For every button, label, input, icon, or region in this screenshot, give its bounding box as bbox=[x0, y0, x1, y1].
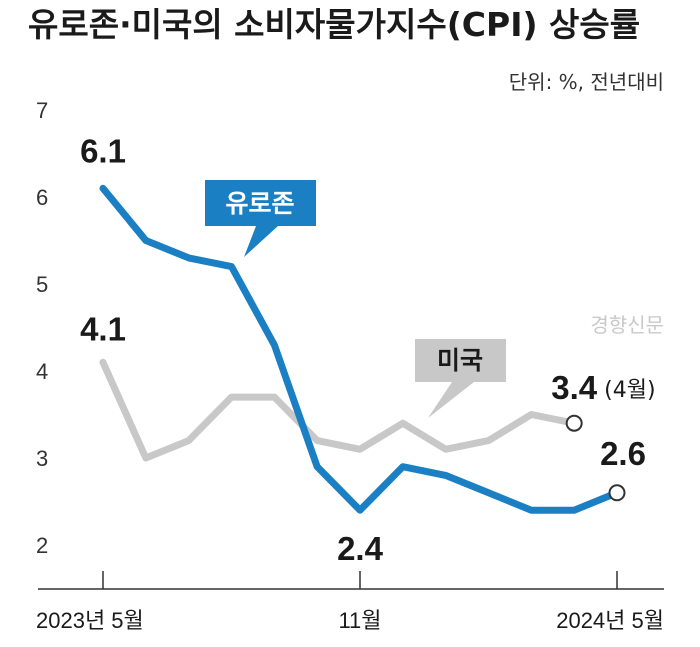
y-tick-label: 4 bbox=[36, 359, 48, 384]
y-tick-label: 6 bbox=[36, 185, 48, 210]
eurozone-tag-label: 유로존 bbox=[225, 189, 294, 218]
y-axis-ticks: 2 3 4 5 6 7 bbox=[36, 98, 48, 558]
y-tick-label: 2 bbox=[36, 533, 48, 558]
data-label: 6.1 bbox=[80, 132, 126, 169]
unit-label: 단위: %, 전년대비 bbox=[509, 70, 664, 94]
x-tick-label: 2024년 5월 bbox=[556, 608, 664, 633]
x-axis-ticks: 2023년 5월 11월 2024년 5월 bbox=[36, 571, 664, 633]
y-tick-label: 3 bbox=[36, 446, 48, 471]
us-tag-bubble bbox=[415, 339, 506, 418]
watermark: 경향신문 bbox=[590, 313, 664, 337]
data-label: 2.4 bbox=[337, 530, 384, 567]
us-tag-label: 미국 bbox=[437, 346, 483, 375]
y-tick-label: 5 bbox=[36, 272, 48, 297]
data-label: 3.4 bbox=[551, 369, 598, 406]
data-labels: 6.1 2.4 2.6 4.1 3.4 (4월) bbox=[80, 132, 656, 567]
x-tick-label: 2023년 5월 bbox=[36, 608, 144, 633]
data-label-note: (4월) bbox=[604, 378, 655, 403]
eurozone-end-point bbox=[608, 484, 626, 502]
us-series-line bbox=[99, 358, 578, 462]
y-tick-label: 7 bbox=[36, 98, 48, 123]
chart-title: 유로존·미국의 소비자물가지수(CPI) 상승률 bbox=[28, 5, 640, 44]
eurozone-series-line bbox=[99, 184, 621, 514]
x-tick-label: 11월 bbox=[338, 608, 381, 633]
data-label: 4.1 bbox=[80, 310, 126, 347]
eurozone-legend-tag: 유로존 bbox=[205, 180, 316, 257]
us-legend-tag: 미국 bbox=[415, 339, 506, 418]
eurozone-tag-bubble bbox=[205, 180, 316, 257]
us-end-point bbox=[565, 414, 583, 432]
data-label: 2.6 bbox=[600, 435, 646, 472]
